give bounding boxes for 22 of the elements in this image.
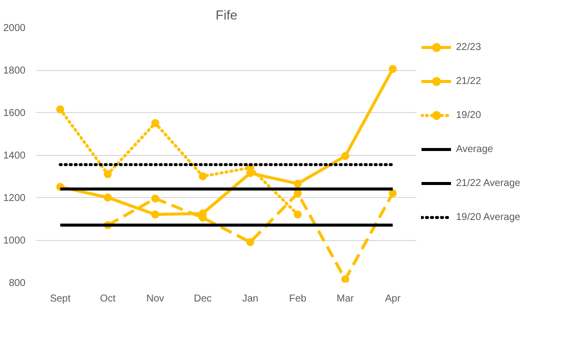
x-tick-label: Mar	[336, 294, 355, 304]
x-tick-label: Apr	[384, 294, 402, 304]
y-tick-label: 1400	[3, 150, 26, 162]
x-tick-label: Oct	[100, 294, 116, 304]
y-tick-label: 1800	[3, 66, 26, 76]
x-tick-label: Sept	[50, 294, 71, 304]
y-tick-label: 1200	[3, 193, 26, 204]
legend-label: 22/23	[456, 42, 482, 53]
y-tick-label: 1000	[3, 236, 26, 246]
x-tick-label: Feb	[289, 294, 307, 304]
x-tick-label: Dec	[194, 294, 212, 304]
y-tick-label: 800	[8, 278, 26, 289]
y-tick-label: 2000	[3, 23, 26, 34]
legend-label: Average	[456, 144, 494, 155]
legend-label: 21/22	[456, 76, 482, 87]
y-tick-label: 1600	[3, 108, 26, 119]
legend-label: 19/20 Average	[456, 212, 520, 223]
legend-label: 19/20	[456, 110, 482, 121]
legend-label: 21/22 Average	[456, 178, 520, 189]
x-tick-label: Nov	[146, 294, 164, 304]
x-tick-label: Jan	[242, 294, 258, 304]
chart-title: Fife	[216, 8, 238, 22]
